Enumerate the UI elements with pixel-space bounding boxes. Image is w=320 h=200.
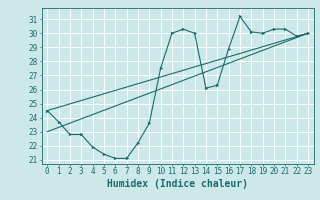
X-axis label: Humidex (Indice chaleur): Humidex (Indice chaleur) [107,179,248,189]
